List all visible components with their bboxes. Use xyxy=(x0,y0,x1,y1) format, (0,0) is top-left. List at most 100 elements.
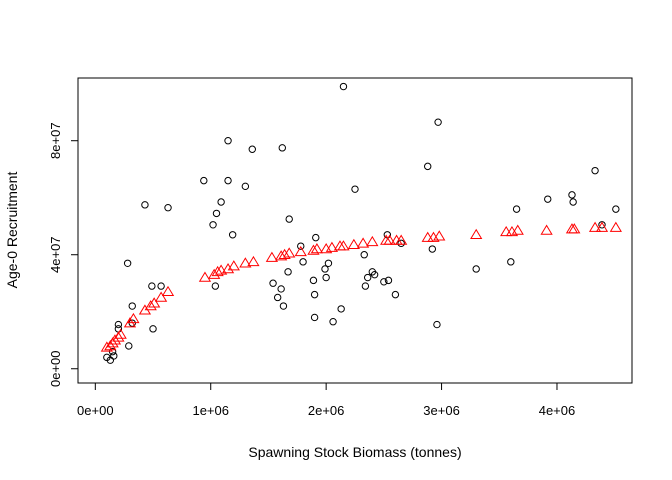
y-tick-label: 8e+07 xyxy=(48,122,63,159)
observed-point xyxy=(248,145,256,153)
predicted-point xyxy=(595,221,609,232)
observed-point xyxy=(164,203,172,212)
observed-point xyxy=(228,231,237,239)
predicted-point xyxy=(198,271,212,282)
observed-point xyxy=(363,273,372,282)
observed-point xyxy=(224,137,232,145)
observed-point xyxy=(157,282,165,290)
observed-point xyxy=(114,320,123,329)
observed-point xyxy=(380,278,388,286)
observed-point xyxy=(339,82,348,91)
predicted-point xyxy=(106,337,119,348)
observed-point xyxy=(591,166,599,175)
observed-point xyxy=(569,198,577,206)
predicted-point xyxy=(366,235,379,247)
predicted-point xyxy=(433,230,446,241)
observed-point xyxy=(128,302,136,310)
observed-point xyxy=(211,282,220,290)
predicted-point xyxy=(278,248,291,259)
x-tick-label: 1e+06 xyxy=(192,403,229,418)
observed-point xyxy=(299,258,307,266)
predicted-point xyxy=(356,237,370,248)
predicted-point xyxy=(214,264,228,275)
observed-point xyxy=(108,347,117,356)
predicted-point xyxy=(154,291,168,302)
observed-point xyxy=(209,221,217,229)
points-layer xyxy=(100,82,622,364)
observed-point xyxy=(141,201,149,209)
predicted-point xyxy=(114,328,127,339)
observed-point xyxy=(351,185,359,193)
predicted-point xyxy=(221,263,235,274)
observed-point xyxy=(544,195,552,203)
observed-point xyxy=(123,259,132,267)
observed-point xyxy=(472,265,480,273)
y-axis-title: Age-0 Recruitment xyxy=(4,172,20,289)
predicted-point xyxy=(161,285,175,297)
observed-point xyxy=(329,318,337,326)
x-tick-label: 0e+00 xyxy=(77,403,114,418)
predicted-point xyxy=(283,247,296,258)
observed-point xyxy=(512,205,521,213)
observed-point xyxy=(297,242,305,250)
predicted-point xyxy=(540,224,553,235)
observed-point xyxy=(424,162,432,171)
observed-point xyxy=(360,251,368,259)
predicted-point xyxy=(470,228,483,240)
y-axis: 0e+00 4e+07 8e+07 xyxy=(48,122,79,387)
x-axis-title: Spawning Stock Biomass (tonnes) xyxy=(248,444,461,460)
predicted-point xyxy=(337,240,350,251)
predicted-point xyxy=(347,238,360,249)
observed-point xyxy=(200,176,208,185)
observed-point xyxy=(507,258,515,266)
predicted-point xyxy=(307,244,320,255)
predicted-point xyxy=(609,221,622,232)
predicted-point xyxy=(247,255,260,267)
observed-point xyxy=(285,215,293,223)
observed-point xyxy=(224,176,232,185)
y-tick-label: 0e+00 xyxy=(48,350,63,387)
predicted-point xyxy=(112,331,125,342)
predicted-point xyxy=(588,221,602,232)
predicted-point xyxy=(383,234,396,245)
observed-point xyxy=(361,282,370,290)
observed-point xyxy=(279,302,288,310)
observed-point xyxy=(322,273,330,282)
predicted-point xyxy=(108,334,122,345)
observed-point xyxy=(598,221,606,229)
predicted-point xyxy=(211,265,224,277)
x-tick-label: 2e+06 xyxy=(308,403,345,418)
predicted-point xyxy=(227,260,240,271)
observed-point xyxy=(284,268,292,276)
predicted-point xyxy=(127,312,140,324)
observed-point xyxy=(273,293,282,302)
observed-point xyxy=(428,245,437,253)
observed-point xyxy=(310,290,319,299)
observed-point xyxy=(370,270,379,279)
predicted-point xyxy=(148,297,161,308)
observed-point xyxy=(321,265,329,273)
observed-point xyxy=(324,259,333,267)
observed-point xyxy=(397,239,405,248)
observed-point xyxy=(612,205,620,213)
observed-point xyxy=(241,182,250,191)
observed-point xyxy=(148,282,156,290)
predicted-point xyxy=(239,257,252,268)
observed-point xyxy=(312,233,320,242)
observed-point xyxy=(391,290,400,299)
x-tick-label: 4e+06 xyxy=(539,403,576,418)
predicted-point xyxy=(294,245,307,257)
observed-point xyxy=(217,198,225,206)
observed-point xyxy=(128,319,136,327)
x-axis: 0e+00 1e+06 2e+06 3e+06 4e+06 xyxy=(77,382,576,418)
observed-point xyxy=(337,305,345,313)
observed-point xyxy=(125,342,133,350)
predicted-point xyxy=(265,251,279,262)
predicted-point xyxy=(568,223,581,234)
observed-point xyxy=(384,276,393,285)
predicted-point xyxy=(144,300,157,311)
predicted-point xyxy=(274,250,288,261)
x-tick-label: 3e+06 xyxy=(423,403,460,418)
observed-point xyxy=(149,325,157,333)
